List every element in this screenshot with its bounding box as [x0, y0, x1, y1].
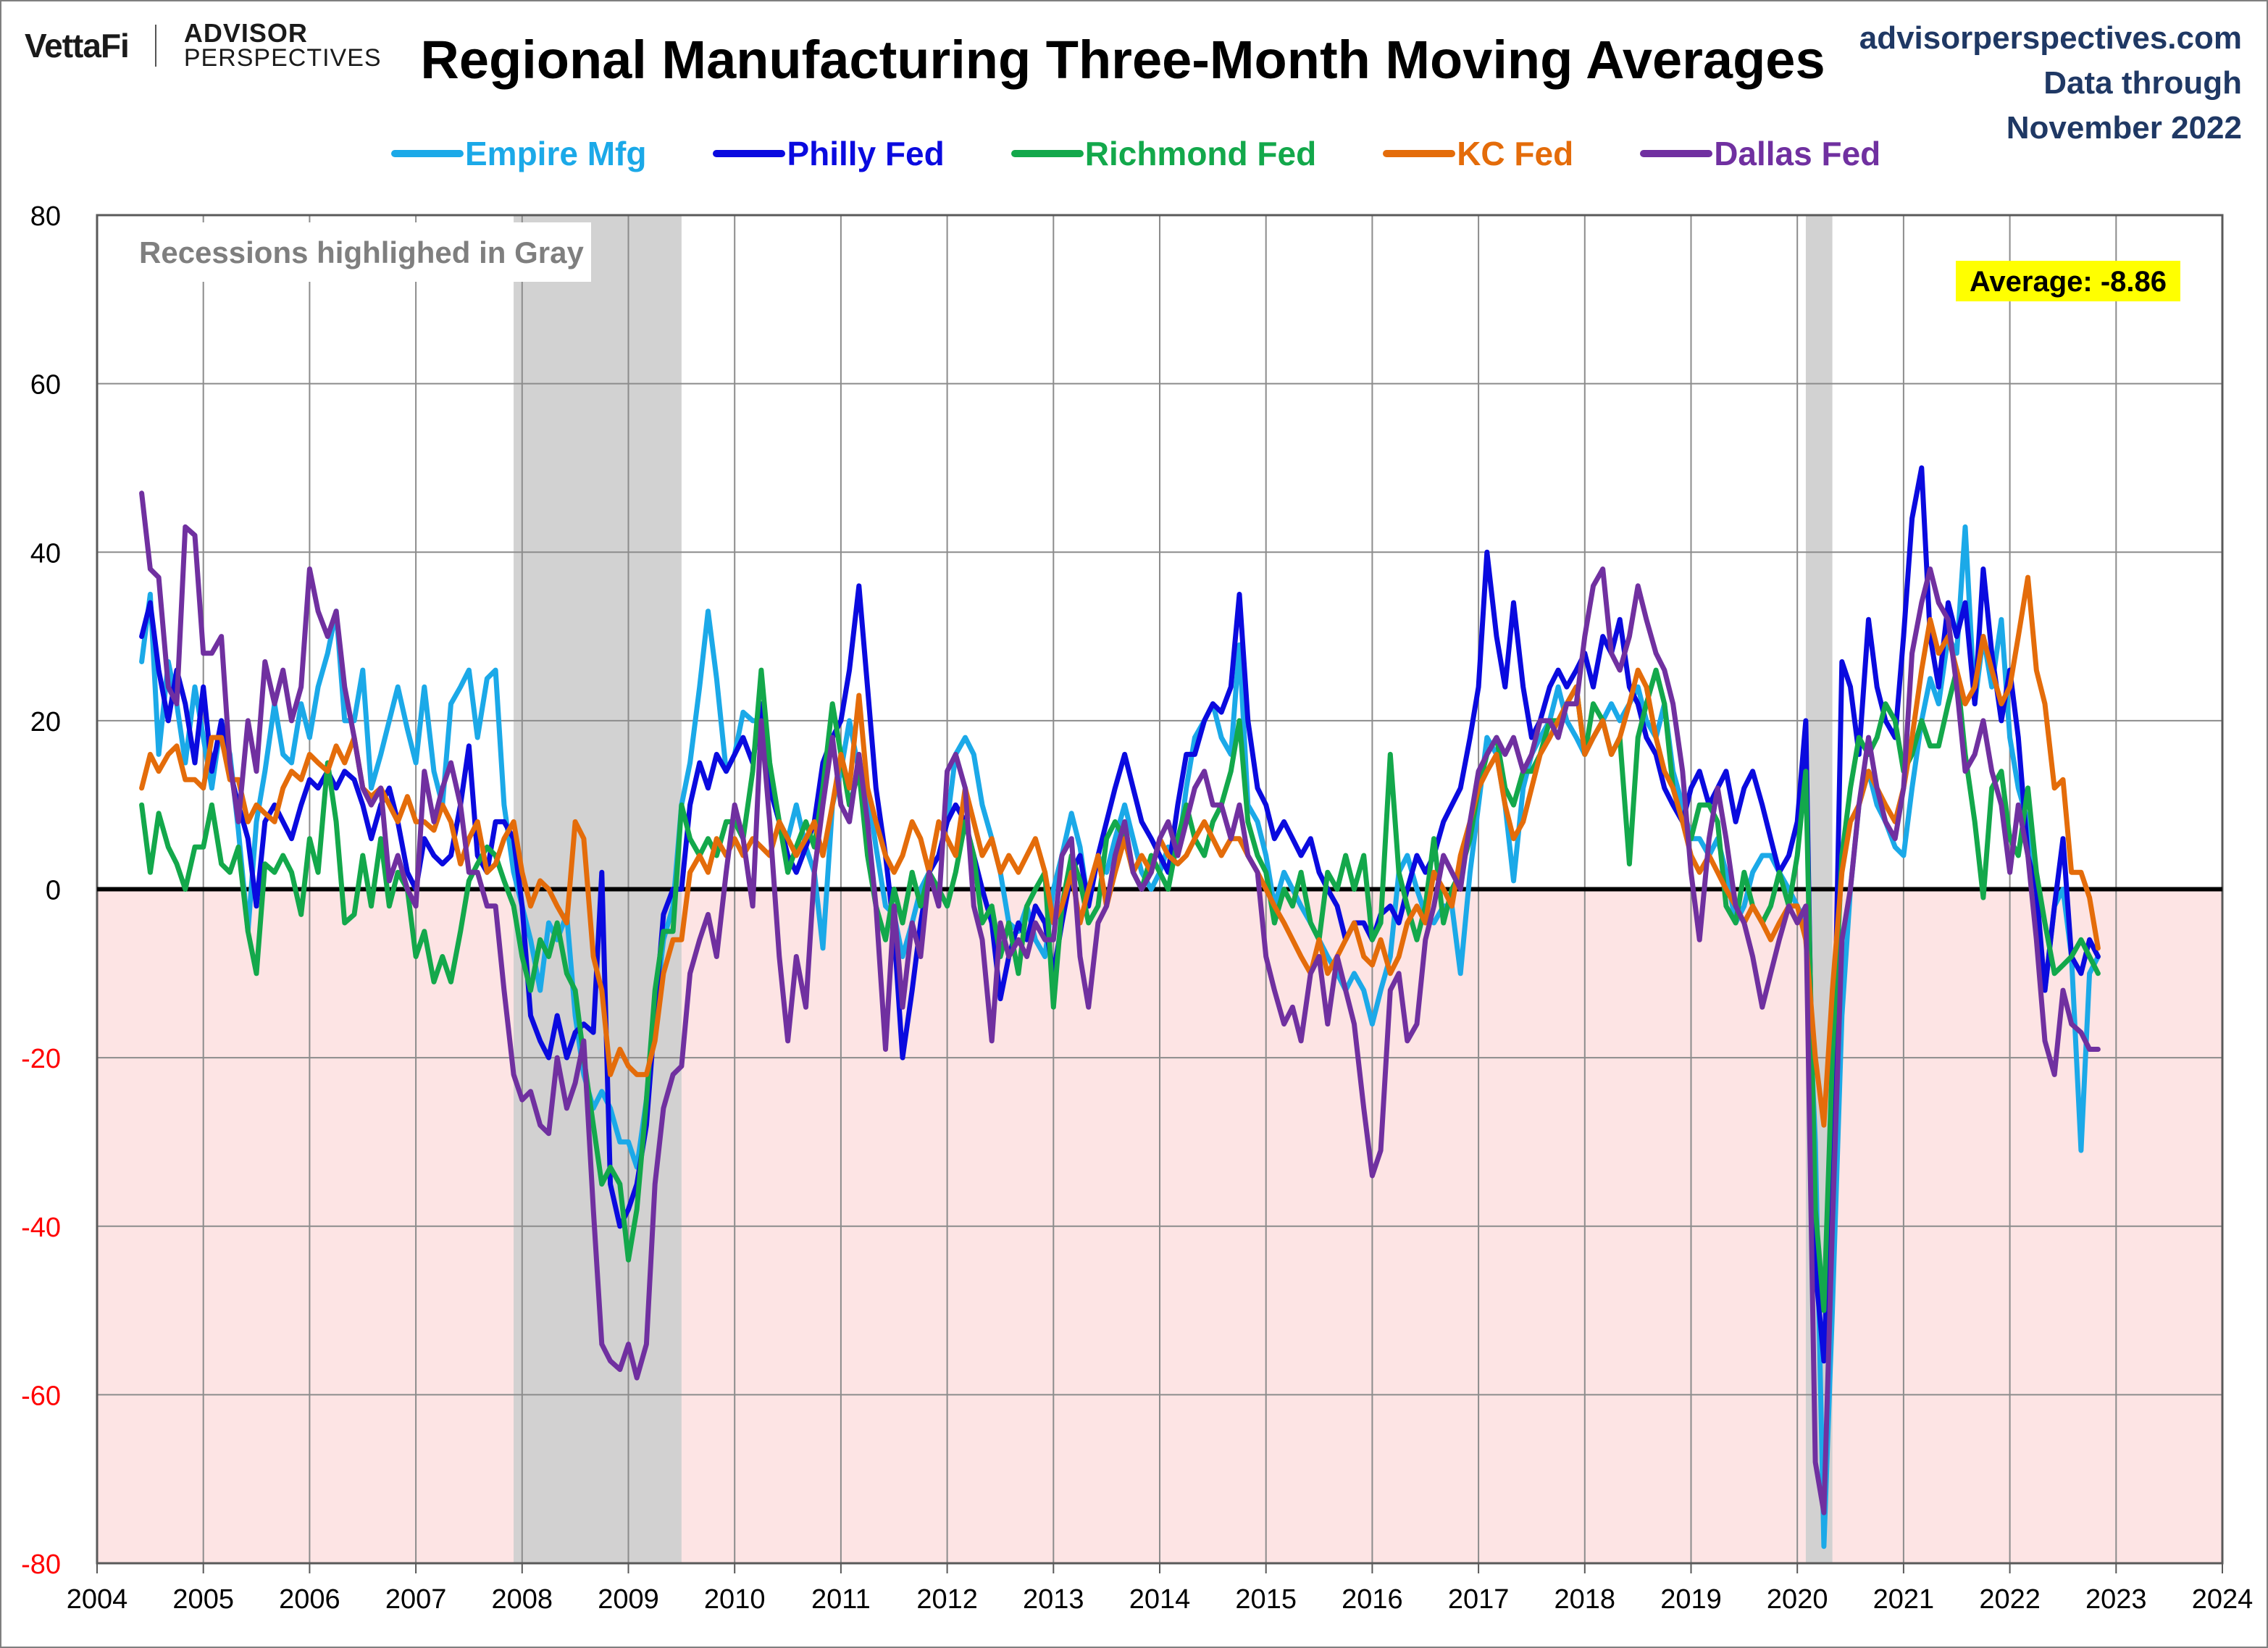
- logo-line-perspectives: PERSPECTIVES: [183, 44, 382, 72]
- source-block: advisorperspectives.com Data through Nov…: [1859, 16, 2242, 151]
- y-tick-label: 80: [30, 201, 61, 232]
- series-line-dallas-fed: [139, 490, 2101, 1515]
- x-tick-label: 2006: [279, 1584, 340, 1615]
- data-through-date: November 2022: [2006, 110, 2242, 146]
- y-tick-label: 0: [46, 876, 61, 906]
- y-tick-label: 40: [30, 538, 61, 569]
- logo-line-advisor: ADVISOR: [183, 18, 308, 48]
- legend-label: Dallas Fed: [1714, 135, 1881, 172]
- recessions-note: Recessions highlighed in Gray: [139, 235, 584, 269]
- series-line-empire-mfg: [139, 524, 2101, 1549]
- legend-label: Richmond Fed: [1084, 135, 1317, 172]
- legend-item: Philly Fed: [713, 134, 945, 173]
- x-tick-label: 2024: [2192, 1584, 2254, 1615]
- x-tick-label: 2023: [2085, 1584, 2147, 1615]
- x-tick-label: 2013: [1023, 1584, 1084, 1615]
- y-tick-label: -20: [21, 1044, 61, 1074]
- x-tick-label: 2015: [1235, 1584, 1297, 1615]
- legend-label: Empire Mfg: [465, 135, 647, 172]
- site-url: advisorperspectives.com: [1859, 20, 2242, 56]
- x-tick-label: 2020: [1767, 1584, 1828, 1615]
- x-tick-label: 2009: [598, 1584, 659, 1615]
- series-line-philly-fed: [139, 465, 2101, 1364]
- brand-logo: VettaFi ADVISOR PERSPECTIVES: [25, 20, 382, 71]
- legend-item: Dallas Fed: [1640, 134, 1880, 173]
- x-tick-label: 2004: [67, 1584, 128, 1615]
- legend: Empire Mfg Philly Fed Richmond Fed KC Fed Da…: [391, 134, 1947, 173]
- y-tick-label: -40: [21, 1213, 61, 1243]
- x-tick-label: 2014: [1129, 1584, 1191, 1615]
- x-tick-label: 2007: [385, 1584, 447, 1615]
- x-tick-label: 2019: [1660, 1584, 1722, 1615]
- data-through-label: Data through: [2043, 65, 2242, 101]
- x-tick-label: 2011: [811, 1584, 871, 1615]
- legend-label: KC Fed: [1457, 135, 1574, 172]
- legend-swatch: [1383, 150, 1456, 157]
- legend-item: Richmond Fed: [1010, 134, 1317, 173]
- legend-swatch: [713, 150, 786, 157]
- x-tick-label: 2010: [704, 1584, 766, 1615]
- legend-swatch: [391, 150, 464, 157]
- legend-item: KC Fed: [1383, 134, 1573, 173]
- x-tick-label: 2018: [1554, 1584, 1616, 1615]
- x-tick-label: 2016: [1342, 1584, 1403, 1615]
- recessions-note-box: [113, 222, 591, 282]
- legend-swatch: [1640, 150, 1713, 157]
- vettafi-logo-text: VettaFi: [25, 27, 130, 64]
- average-label: Average: -8.86: [1970, 266, 2167, 298]
- x-tick-label: 2008: [492, 1584, 553, 1615]
- average-label-box: [1956, 261, 2180, 301]
- x-tick-label: 2012: [916, 1584, 978, 1615]
- y-tick-label: -60: [21, 1381, 61, 1411]
- advisor-perspectives-logo: ADVISOR PERSPECTIVES: [183, 18, 382, 72]
- y-tick-label: -80: [21, 1549, 61, 1580]
- x-tick-label: 2022: [1979, 1584, 2041, 1615]
- legend-label: Philly Fed: [787, 135, 945, 172]
- x-tick-label: 2017: [1448, 1584, 1510, 1615]
- legend-item: Empire Mfg: [391, 134, 646, 173]
- x-tick-label: 2021: [1873, 1584, 1935, 1615]
- legend-swatch: [1010, 150, 1084, 157]
- x-tick-label: 2005: [172, 1584, 234, 1615]
- y-tick-label: 20: [30, 707, 61, 737]
- chart-title: Regional Manufacturing Three-Month Movin…: [420, 30, 1825, 90]
- y-tick-label: 60: [30, 370, 61, 401]
- logo-divider: [154, 25, 156, 67]
